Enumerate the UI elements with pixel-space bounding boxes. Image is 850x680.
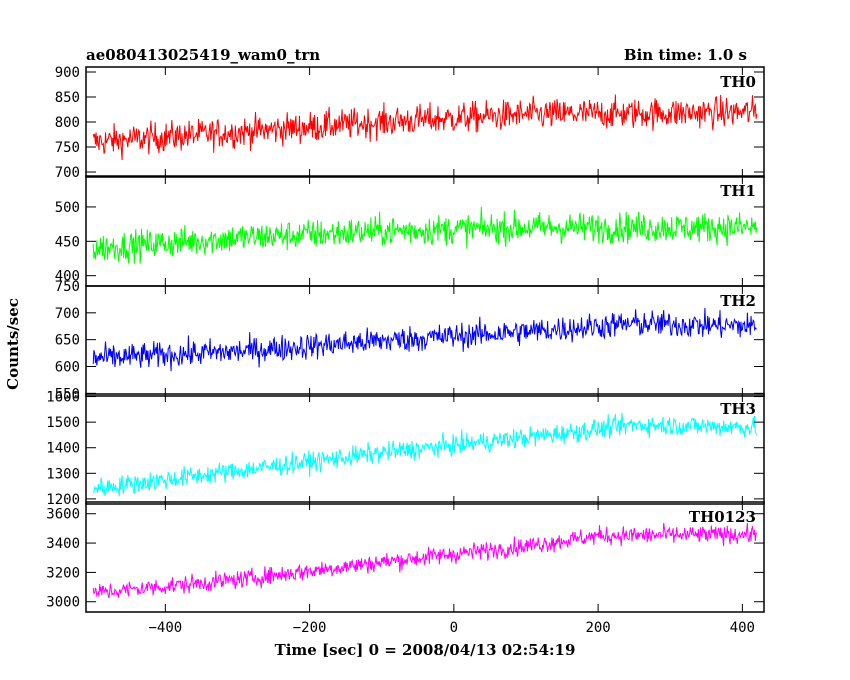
y-tick-label: 700 (55, 306, 80, 322)
x-tick-label: −400 (148, 620, 182, 636)
panel-th1: 400 450 500 TH1 (55, 175, 765, 287)
panel-frame (85, 393, 765, 505)
y-tick-label: 550 (55, 386, 80, 402)
panel-frame (85, 285, 765, 397)
x-axis-label: Time [sec] 0 = 2008/04/13 02:54:19 (275, 641, 576, 659)
series-line-th0 (92, 94, 758, 161)
x-tick-label: 400 (730, 620, 755, 636)
panel-th3: 1200 1300 1400 1500 1600 TH3 (46, 390, 765, 508)
series-label-th0123: TH0123 (689, 508, 756, 526)
y-tick-label: 800 (55, 115, 80, 131)
series-line-th2 (92, 307, 757, 372)
series-label-th1: TH1 (720, 182, 756, 200)
y-tick-label: 750 (55, 279, 80, 295)
y-tick-label: 900 (55, 65, 80, 81)
y-tick-label: 750 (55, 140, 80, 156)
panel-th2: 550 600 650 700 750 TH2 (55, 279, 765, 402)
series-line-th3 (92, 412, 758, 497)
y-tick-label: 600 (55, 359, 80, 375)
panels-group: 700 750 800 850 900 TH0 400 450 500 TH1 550 600 650 7… (46, 65, 765, 613)
y-tick-label: 500 (55, 200, 80, 216)
y-tick-label: 700 (55, 165, 80, 181)
bin-time-label: Bin time: 1.0 s (624, 46, 747, 64)
panel-th0123: 3000 3200 3400 3600 TH0123 (46, 501, 765, 613)
y-tick-label: 650 (55, 333, 80, 349)
series-label-th2: TH2 (720, 292, 756, 310)
y-tick-label: 3000 (46, 595, 80, 611)
y-tick-label: 3600 (46, 507, 80, 523)
y-tick-label: 850 (55, 90, 80, 106)
y-axis-label: Counts/sec (4, 298, 22, 390)
y-tick-label: 450 (55, 234, 80, 250)
x-tick-label: 200 (585, 620, 610, 636)
y-tick-label: 1600 (46, 390, 80, 406)
chart-title: ae080413025419_wam0_trn (86, 46, 320, 64)
series-label-th3: TH3 (720, 400, 756, 418)
x-axis: −400 −200 0 200 400 (148, 620, 755, 636)
y-tick-label: 1500 (46, 415, 80, 431)
series-label-th0: TH0 (720, 73, 756, 91)
x-tick-label: −200 (293, 620, 327, 636)
panel-frame (85, 501, 765, 613)
y-tick-label: 400 (55, 269, 80, 285)
panel-th0: 700 750 800 850 900 TH0 (55, 65, 765, 181)
x-tick-label: 0 (450, 620, 458, 636)
y-tick-label: 1200 (46, 492, 80, 508)
y-tick-label: 1400 (46, 441, 80, 457)
y-tick-label: 1300 (46, 466, 80, 482)
series-line-th1 (92, 206, 758, 264)
y-tick-label: 3400 (46, 536, 80, 552)
y-tick-label: 3200 (46, 565, 80, 581)
series-line-th0123 (92, 522, 758, 599)
